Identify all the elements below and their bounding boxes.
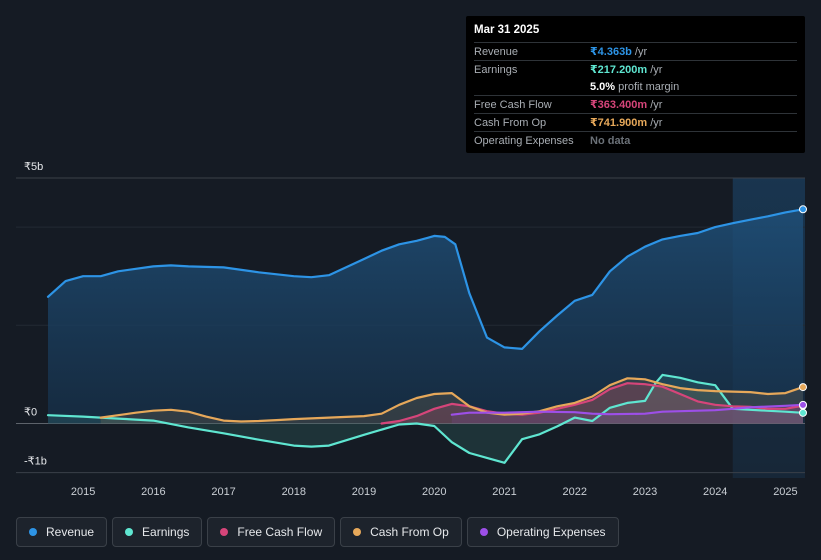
tooltip-value: No data — [590, 134, 631, 147]
y-tick-label: ₹5b — [24, 161, 43, 173]
tooltip-unit: profit margin — [618, 80, 680, 93]
free-cash-flow-line — [380, 382, 805, 425]
x-tick-label: 2024 — [703, 486, 727, 498]
legend-label: Free Cash Flow — [237, 525, 323, 539]
operating-expenses-dot-icon — [479, 528, 488, 536]
tooltip-value: ₹741.900m — [590, 117, 648, 129]
legend-label: Earnings — [142, 525, 190, 539]
free-cash-flow-dot-icon — [220, 528, 229, 536]
earnings-line — [46, 373, 805, 464]
x-tick-label: 2017 — [211, 486, 235, 498]
tooltip: Mar 31 2025 Revenue ₹4.363b /yr Earnings… — [466, 16, 805, 153]
y-tick-label: -₹1b — [24, 456, 47, 468]
tooltip-value: ₹4.363b — [590, 46, 632, 58]
x-tick-label: 2015 — [71, 486, 95, 498]
x-tick-label: 2018 — [282, 486, 306, 498]
x-tick-label: 2020 — [422, 486, 446, 498]
tooltip-row-operating-expenses: Operating Expenses No data — [474, 131, 797, 149]
tooltip-unit: /yr — [650, 63, 663, 76]
tooltip-label: Revenue — [474, 45, 519, 58]
cash-from-op-endpoint — [799, 383, 807, 392]
legend-label: Revenue — [46, 525, 95, 539]
x-tick-label: 2025 — [773, 486, 797, 498]
x-tick-label: 2016 — [141, 486, 165, 498]
tooltip-unit: /yr — [634, 45, 648, 58]
y-tick-label: ₹0 — [24, 407, 37, 419]
earnings-endpoint — [799, 408, 807, 417]
revenue-endpoint — [799, 205, 807, 214]
cash-from-op-area — [100, 378, 803, 424]
tooltip-label: Free Cash Flow — [474, 98, 552, 111]
legend-label: Operating Expenses — [496, 525, 606, 539]
tooltip-unit: /yr — [650, 116, 663, 129]
revenue-area — [48, 209, 803, 424]
tooltip-value: ₹363.400m — [590, 99, 648, 111]
x-tick-label: 2023 — [633, 486, 657, 498]
tooltip-row-profit-margin: 5.0% profit margin — [474, 78, 797, 95]
legend-label: Cash From Op — [370, 525, 449, 539]
x-tick-label: 2022 — [563, 486, 587, 498]
tooltip-value: ₹217.200m — [590, 64, 648, 76]
tooltip-row-earnings: Earnings ₹217.200m /yr — [474, 60, 797, 78]
revenue-line — [46, 208, 805, 350]
legend-item-cash-from-op[interactable]: Cash From Op — [340, 517, 462, 547]
tooltip-label: Operating Expenses — [474, 134, 574, 147]
tooltip-label: Cash From Op — [474, 116, 547, 129]
tooltip-row-cash-from-op: Cash From Op ₹741.900m /yr — [474, 113, 797, 131]
tooltip-row-free-cash-flow: Free Cash Flow ₹363.400m /yr — [474, 95, 797, 113]
tooltip-unit: /yr — [650, 98, 663, 111]
earnings-area — [48, 374, 803, 463]
earnings-dot-icon — [125, 528, 134, 536]
revenue-dot-icon — [29, 528, 37, 536]
tooltip-date: Mar 31 2025 — [474, 24, 540, 36]
x-tick-label: 2021 — [492, 486, 516, 498]
legend-item-revenue[interactable]: Revenue — [16, 517, 108, 547]
tooltip-label: Earnings — [474, 63, 518, 76]
legend-item-operating-expenses[interactable]: Operating Expenses — [466, 517, 619, 547]
x-tick-label: 2019 — [352, 486, 376, 498]
legend-item-earnings[interactable]: Earnings — [112, 517, 203, 547]
legend-item-free-cash-flow[interactable]: Free Cash Flow — [207, 517, 336, 547]
cash-from-op-dot-icon — [353, 528, 362, 536]
legend: Revenue Earnings Free Cash Flow Cash Fro… — [16, 517, 619, 547]
tooltip-row-revenue: Revenue ₹4.363b /yr — [474, 42, 797, 60]
cash-from-op-line — [99, 377, 805, 423]
operating-expenses-endpoint — [799, 400, 807, 409]
operating-expenses-line — [450, 403, 805, 416]
tooltip-value: 5.0% — [590, 80, 616, 93]
